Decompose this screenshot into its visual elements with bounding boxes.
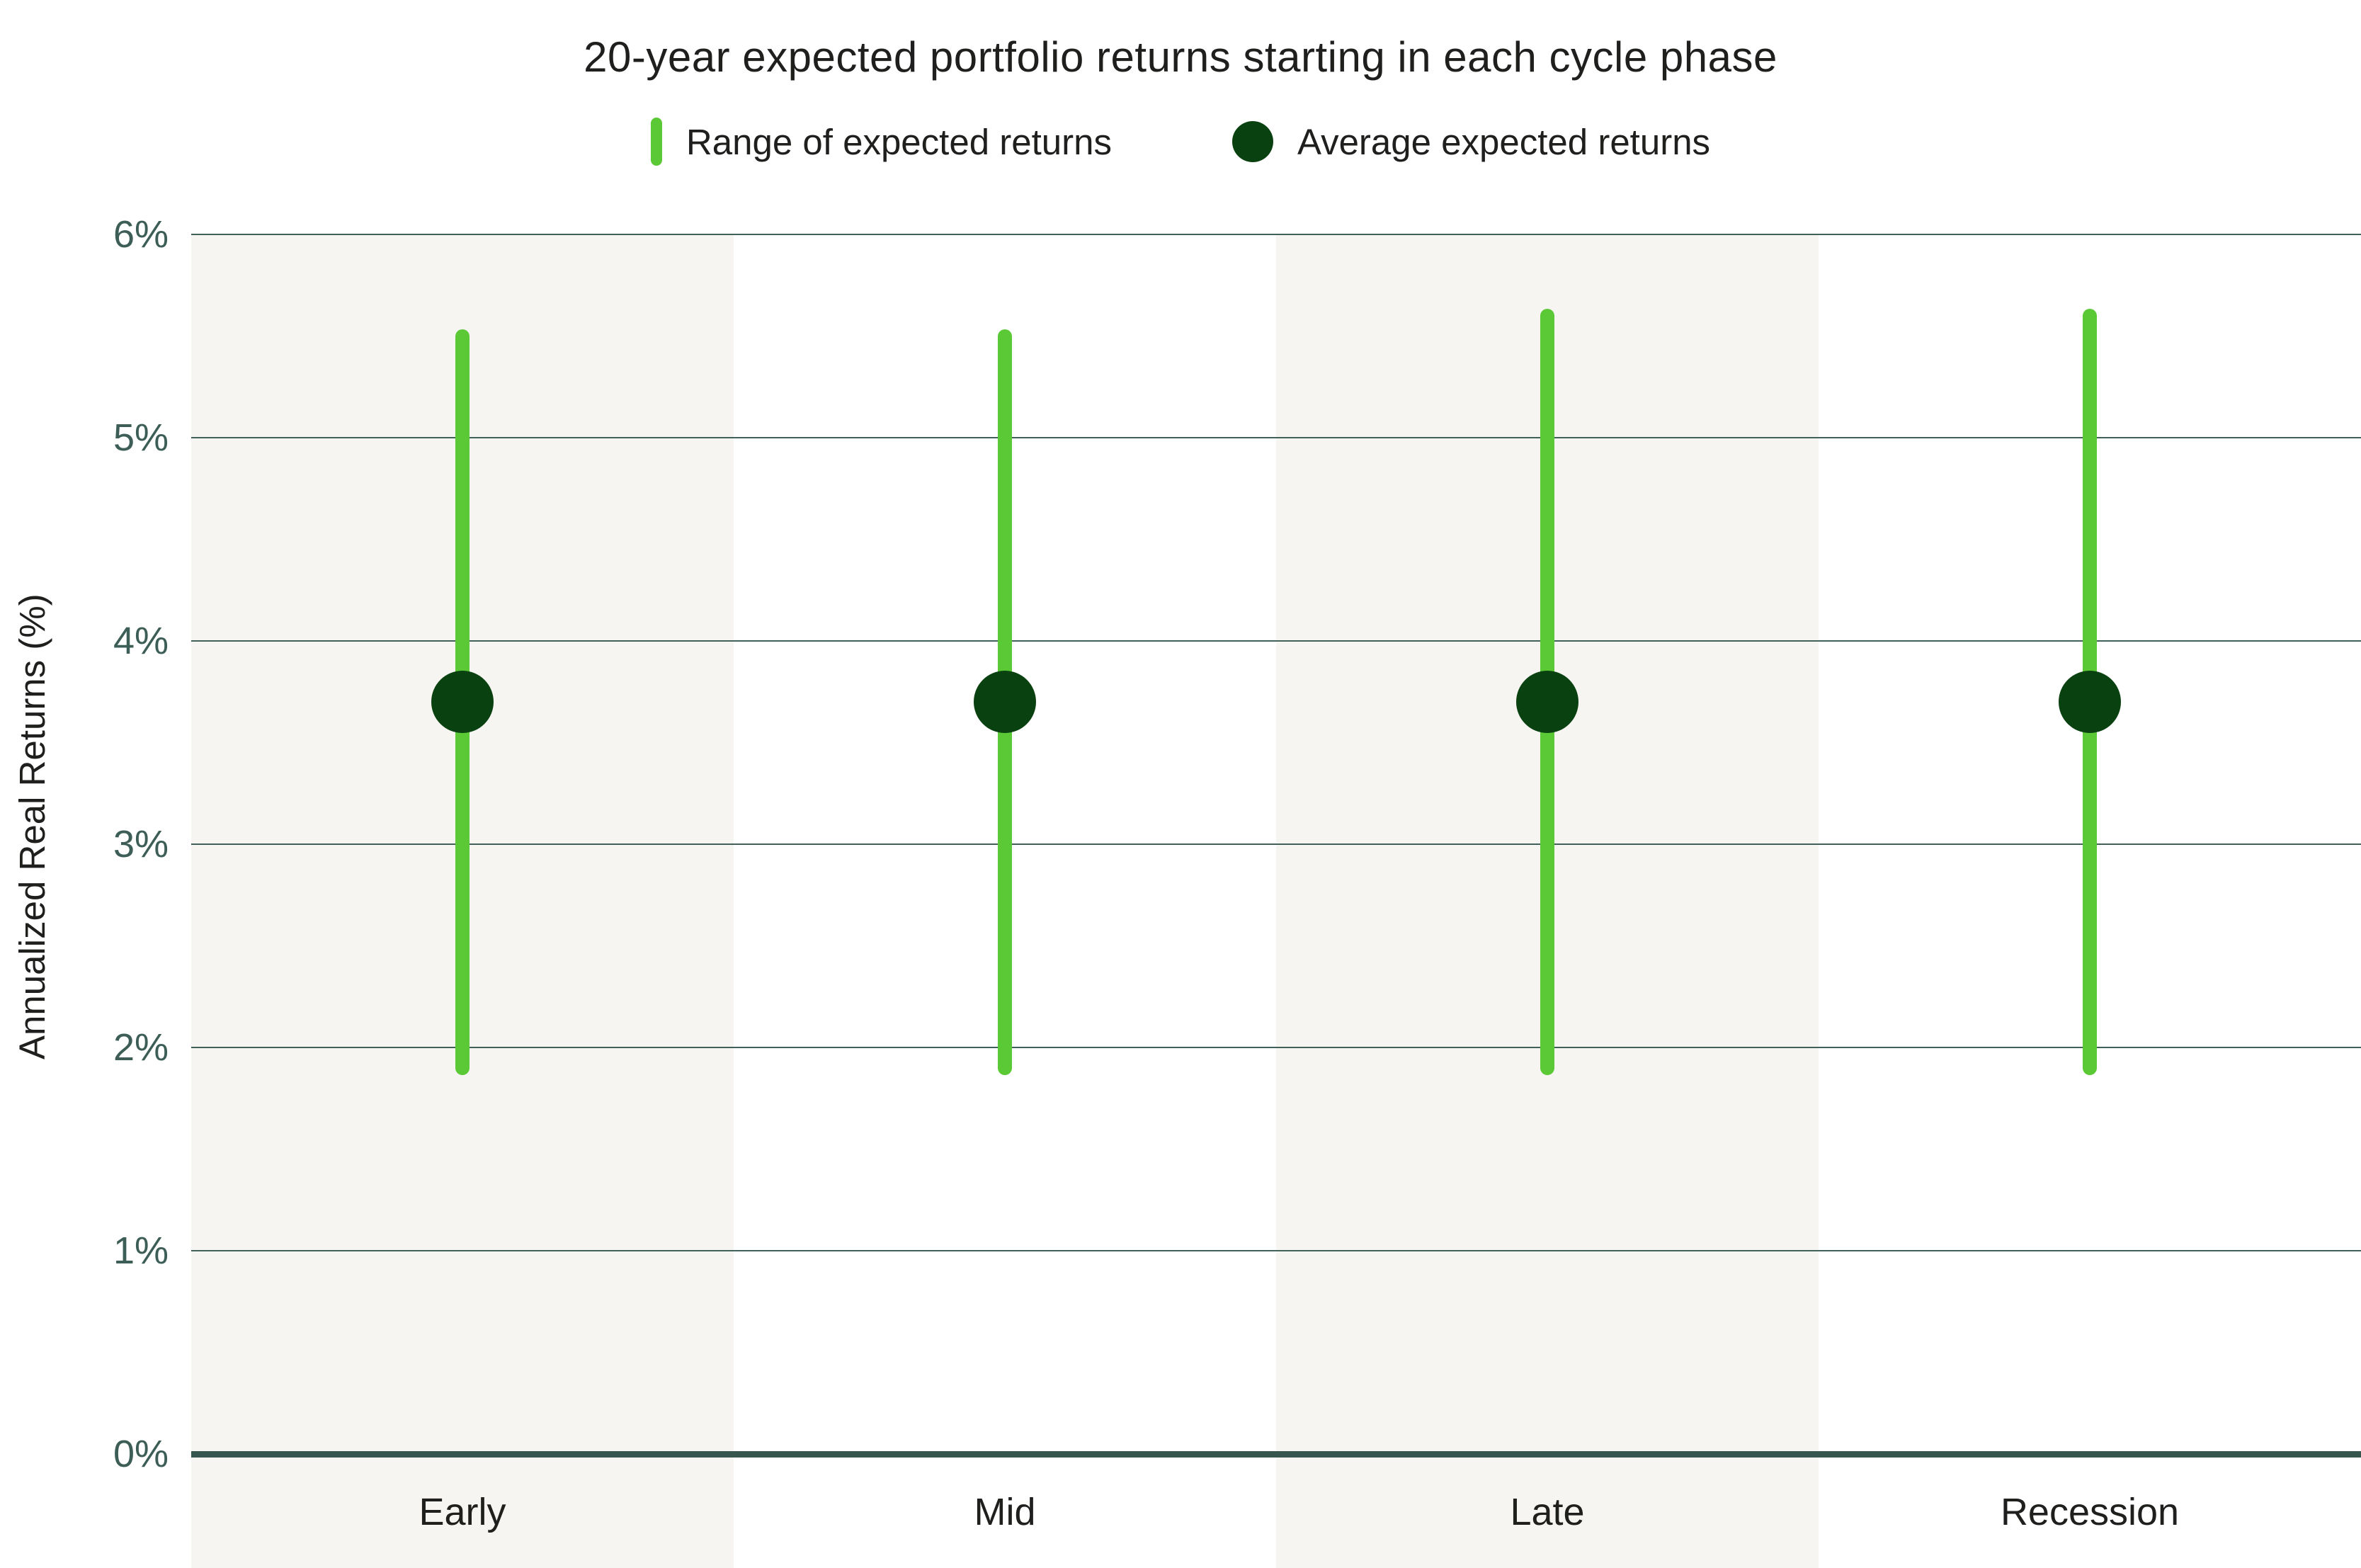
x-axis-line [191,1451,2361,1458]
average-dot-early [431,671,494,734]
average-dot-recession [2059,671,2121,734]
y-tick-label-4%: 4% [113,620,169,662]
legend-label-range: Range of expected returns [685,121,1112,162]
average-dot-swatch-icon [1231,121,1273,162]
gridline-2% [191,1047,2361,1048]
average-dot-late [1516,671,1578,734]
range-bar-swatch-icon [650,118,662,166]
gridline-5% [191,437,2361,438]
gridline-3% [191,843,2361,845]
y-tick-label-5%: 5% [113,416,169,459]
legend: Range of expected returns Average expect… [0,118,2361,166]
x-tick-label-recession: Recession [2000,1491,2180,1533]
plot-area: Early Mid Late Recession [191,234,2361,1568]
y-tick-label-0%: 0% [113,1433,169,1475]
average-dot-mid [974,671,1036,734]
y-tick-label-6%: 6% [113,213,169,256]
x-tick-label-late: Late [1510,1491,1585,1533]
chart-title: 20-year expected portfolio returns start… [584,33,1777,81]
legend-label-average: Average expected returns [1297,121,1711,162]
y-tick-label-1%: 1% [113,1229,169,1272]
x-tick-label-mid: Mid [974,1491,1036,1533]
gridline-6% [191,234,2361,235]
x-tick-label-early: Early [419,1491,506,1533]
y-tick-label-2%: 2% [113,1026,169,1069]
legend-item-average: Average expected returns [1231,121,1711,163]
gridline-1% [191,1250,2361,1251]
gridline-4% [191,640,2361,642]
y-tick-label-3%: 3% [113,823,169,865]
legend-item-range: Range of expected returns [650,118,1112,166]
